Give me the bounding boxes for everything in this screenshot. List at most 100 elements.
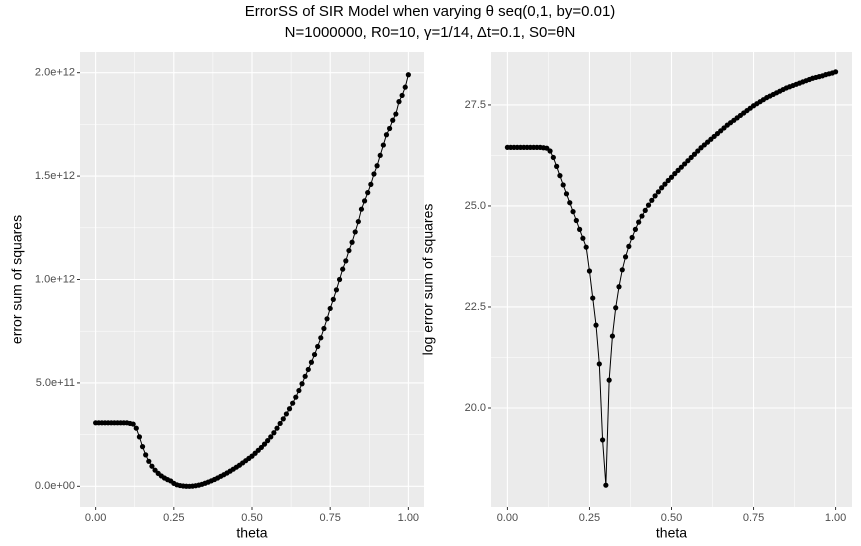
point bbox=[355, 218, 361, 225]
point bbox=[619, 267, 625, 273]
point bbox=[586, 268, 593, 274]
point bbox=[396, 99, 402, 105]
point bbox=[390, 117, 396, 123]
point bbox=[678, 164, 684, 170]
point bbox=[590, 295, 596, 301]
y-axis-title: error sum of squares bbox=[9, 215, 25, 344]
point bbox=[672, 171, 678, 177]
x-axis-title: theta bbox=[656, 525, 687, 541]
point bbox=[324, 316, 330, 322]
point bbox=[691, 151, 698, 157]
point bbox=[368, 181, 374, 187]
x-tick-label: 0.75 bbox=[319, 512, 340, 524]
point bbox=[315, 343, 321, 350]
point bbox=[642, 207, 648, 214]
point bbox=[599, 437, 606, 443]
point bbox=[383, 132, 390, 138]
x-tick-label: 0.50 bbox=[661, 512, 682, 524]
point bbox=[346, 247, 352, 254]
point bbox=[567, 200, 573, 206]
point bbox=[832, 69, 839, 75]
point bbox=[622, 254, 629, 260]
point bbox=[139, 444, 146, 450]
y-tick-label: 0.0e+00 bbox=[35, 480, 75, 492]
point bbox=[547, 148, 553, 154]
point bbox=[563, 191, 570, 197]
point bbox=[659, 185, 665, 191]
point bbox=[668, 174, 675, 180]
x-tick-label: 0.00 bbox=[85, 512, 106, 524]
point bbox=[554, 163, 560, 169]
point bbox=[336, 276, 343, 283]
y-tick-label: 2.0e+12 bbox=[35, 67, 75, 79]
point bbox=[340, 266, 346, 272]
point bbox=[293, 394, 299, 400]
point bbox=[136, 434, 143, 440]
point bbox=[632, 226, 639, 232]
point bbox=[352, 229, 358, 235]
point bbox=[636, 219, 642, 225]
point bbox=[616, 284, 622, 290]
point bbox=[560, 182, 566, 188]
point bbox=[387, 125, 393, 132]
point bbox=[639, 213, 645, 219]
point bbox=[695, 148, 701, 154]
point bbox=[405, 72, 411, 78]
point bbox=[380, 142, 386, 148]
x-tick-label: 0.25 bbox=[163, 512, 184, 524]
x-tick-label: 1.00 bbox=[825, 512, 846, 524]
y-tick-label: 27.5 bbox=[465, 99, 486, 111]
point bbox=[308, 359, 315, 365]
point bbox=[333, 287, 340, 293]
point bbox=[149, 463, 155, 469]
x-tick-label: 0.00 bbox=[497, 512, 518, 524]
point bbox=[133, 425, 139, 431]
point bbox=[361, 198, 368, 204]
point bbox=[283, 411, 289, 417]
point bbox=[146, 458, 152, 464]
point bbox=[374, 163, 380, 169]
point bbox=[286, 406, 293, 412]
point bbox=[573, 217, 579, 224]
x-tick-label: 0.50 bbox=[241, 512, 262, 524]
point bbox=[261, 441, 268, 447]
point bbox=[343, 258, 349, 264]
y-tick-label: 22.5 bbox=[465, 301, 486, 313]
x-tick-label: 0.25 bbox=[579, 512, 600, 524]
point bbox=[593, 322, 599, 328]
point bbox=[130, 421, 136, 427]
point bbox=[613, 305, 619, 311]
point bbox=[399, 92, 405, 99]
point bbox=[645, 202, 652, 208]
chart-subtitle: N=1000000, R0=10, γ=1/14, Δt=0.1, S0=θN bbox=[285, 24, 576, 41]
point bbox=[402, 84, 408, 90]
y-tick-label: 25.0 bbox=[465, 200, 486, 212]
point bbox=[580, 235, 586, 241]
point bbox=[675, 167, 681, 173]
point bbox=[311, 351, 318, 358]
point bbox=[296, 387, 302, 394]
point bbox=[268, 434, 274, 440]
y-tick-label: 20.0 bbox=[465, 402, 486, 414]
point bbox=[321, 325, 327, 332]
point bbox=[290, 400, 296, 406]
point bbox=[330, 296, 336, 302]
point bbox=[265, 438, 271, 444]
point bbox=[377, 152, 383, 159]
point bbox=[685, 158, 691, 164]
point bbox=[550, 154, 556, 161]
point bbox=[393, 111, 399, 117]
point bbox=[626, 243, 632, 249]
point bbox=[603, 482, 609, 488]
point bbox=[688, 154, 694, 161]
point bbox=[277, 420, 283, 427]
point bbox=[629, 234, 635, 241]
point bbox=[583, 244, 589, 250]
y-tick-label: 1.5e+12 bbox=[35, 170, 75, 182]
point bbox=[606, 377, 612, 383]
y-axis-title: log error sum of squares bbox=[420, 204, 436, 356]
point bbox=[652, 193, 658, 199]
point bbox=[365, 190, 371, 196]
point bbox=[280, 416, 286, 422]
